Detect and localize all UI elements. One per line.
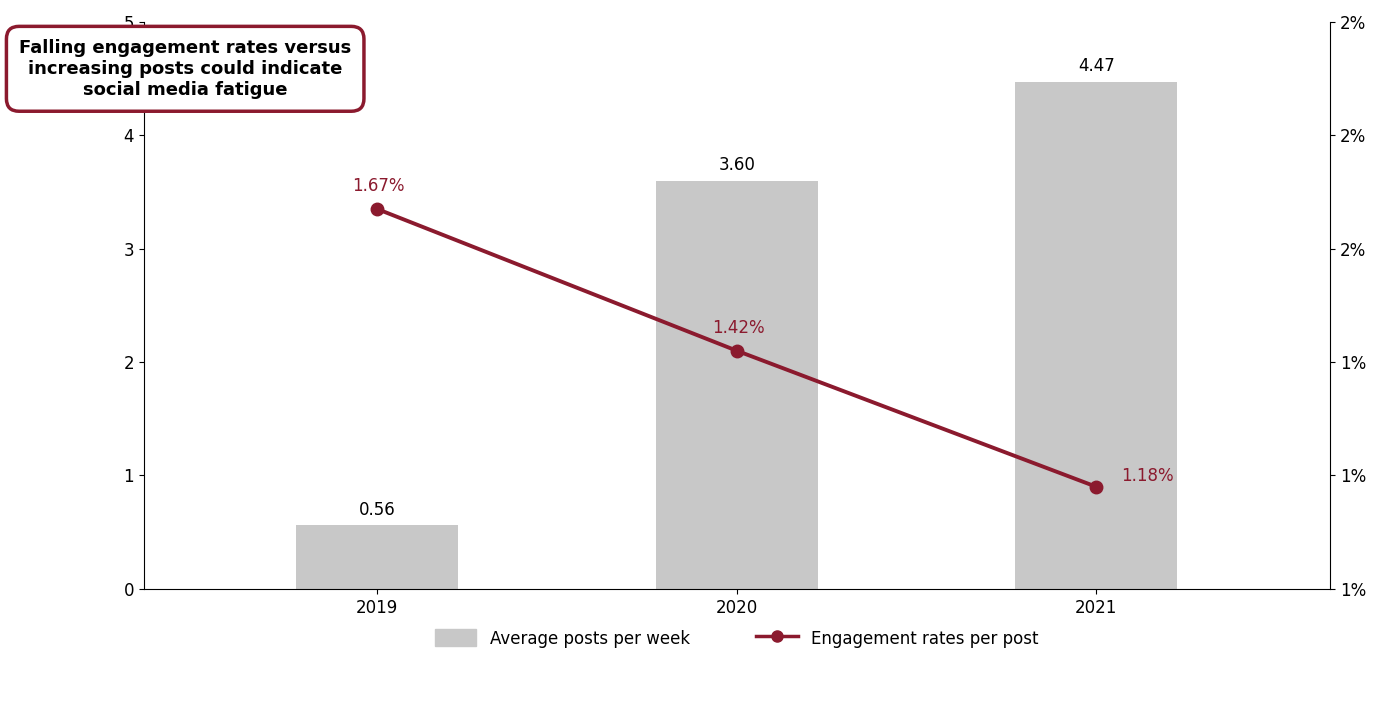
Text: Falling engagement rates versus
increasing posts could indicate
social media fat: Falling engagement rates versus increasi… <box>19 39 351 99</box>
Bar <box>1015 82 1177 588</box>
Legend: Average posts per week, Engagement rates per post: Average posts per week, Engagement rates… <box>428 623 1045 654</box>
Text: 1.67%: 1.67% <box>352 177 405 196</box>
Text: 1.42%: 1.42% <box>711 319 764 337</box>
Text: 3.60: 3.60 <box>718 156 755 174</box>
Text: 4.47: 4.47 <box>1079 57 1114 75</box>
Bar <box>656 181 818 588</box>
Text: 0.56: 0.56 <box>359 501 396 518</box>
Text: 1.18%: 1.18% <box>1121 467 1174 484</box>
Bar <box>297 525 458 588</box>
